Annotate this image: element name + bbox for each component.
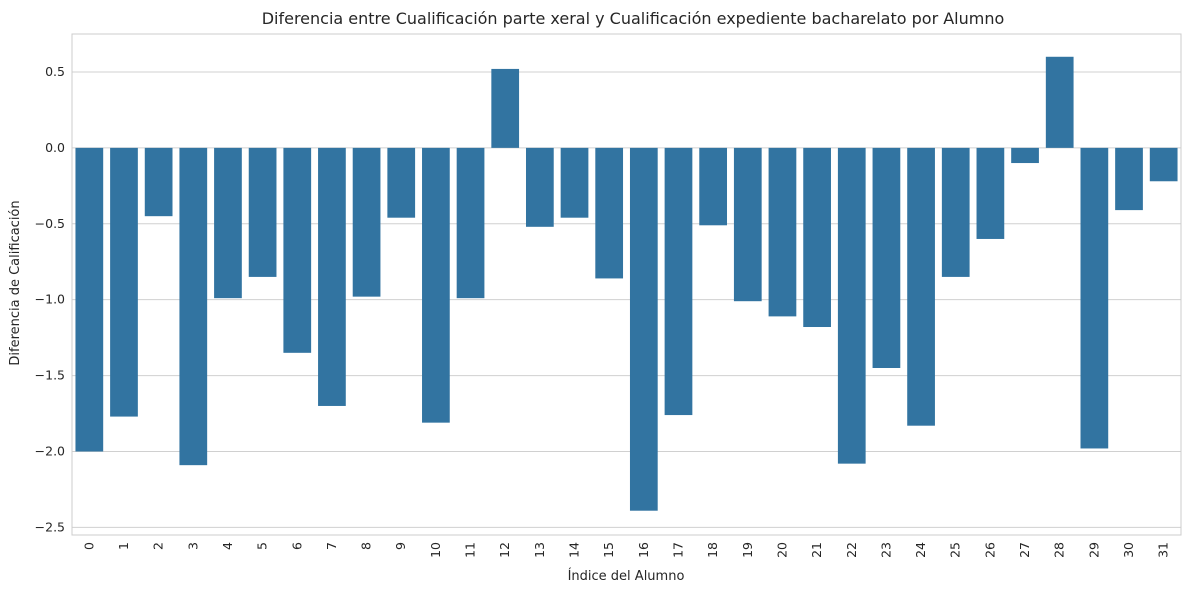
x-tick-label: 4 <box>220 542 235 550</box>
y-tick-label: 0.5 <box>45 64 65 79</box>
x-tick-label: 0 <box>81 542 96 550</box>
x-tick-label: 14 <box>567 542 582 558</box>
y-tick-label: −0.5 <box>35 216 65 231</box>
x-tick-label: 27 <box>1017 542 1032 558</box>
bars <box>75 56 1178 511</box>
bar <box>422 147 450 423</box>
y-tick-label: −2.0 <box>35 444 65 459</box>
x-tick-label: 1 <box>116 542 131 550</box>
x-tick-label: 12 <box>497 542 512 558</box>
bar <box>387 147 416 218</box>
bar <box>75 147 104 452</box>
chart-title: Diferencia entre Cualificación parte xer… <box>262 9 1005 28</box>
bar <box>941 147 970 277</box>
y-axis-label: Diferencia de Calificación <box>8 200 23 365</box>
bar <box>629 147 658 511</box>
bar <box>491 68 520 148</box>
bar <box>1149 147 1178 182</box>
x-tick-label: 24 <box>913 542 928 558</box>
x-tick-label: 8 <box>359 542 374 550</box>
x-tick-label: 19 <box>740 542 755 558</box>
bar <box>733 147 762 302</box>
x-tick-label: 30 <box>1121 542 1136 558</box>
bar <box>456 147 485 299</box>
bar <box>560 147 589 218</box>
bar <box>525 147 554 227</box>
bar <box>144 147 173 217</box>
bar <box>1080 147 1109 449</box>
bar <box>907 147 935 426</box>
bar <box>837 147 866 464</box>
bar <box>110 147 138 417</box>
bar <box>179 147 208 466</box>
bar <box>803 147 831 328</box>
gridlines <box>72 71 1181 528</box>
bar <box>1045 56 1074 148</box>
x-tick-label: 21 <box>809 542 824 558</box>
x-tick-label: 7 <box>324 542 339 550</box>
bar <box>248 147 277 277</box>
y-tick-label: −2.5 <box>35 519 65 534</box>
bar <box>595 147 624 279</box>
bar <box>872 147 901 368</box>
x-tick-labels: 0 1 2 3 4 5 6 7 8 9 10 11 12 13 14 15 16 17 18 19 20 21 22 23 24… <box>81 542 1170 558</box>
x-tick-label: 26 <box>982 542 997 558</box>
x-tick-label: 28 <box>1052 542 1067 558</box>
y-tick-labels: 0.5 0.0 −0.5 −1.0 −1.5 −2.0 −2.5 <box>35 64 65 534</box>
x-tick-label: 15 <box>601 542 616 558</box>
x-tick-label: 2 <box>151 542 166 550</box>
x-tick-label: 31 <box>1156 542 1171 558</box>
x-tick-label: 11 <box>463 542 478 558</box>
bar <box>768 147 797 317</box>
bar <box>1011 147 1039 164</box>
x-tick-label: 16 <box>636 542 651 558</box>
y-tick-label: 0.0 <box>45 140 65 155</box>
x-tick-label: 23 <box>878 542 893 558</box>
bar <box>664 147 693 416</box>
x-tick-label: 18 <box>705 542 720 558</box>
bar <box>283 147 312 353</box>
x-tick-label: 17 <box>670 542 685 558</box>
x-tick-label: 6 <box>289 542 304 550</box>
x-tick-label: 22 <box>844 542 859 558</box>
x-tick-label: 9 <box>393 542 408 550</box>
bar <box>352 147 381 297</box>
x-tick-label: 3 <box>185 542 200 550</box>
bar <box>214 147 242 299</box>
x-tick-label: 20 <box>774 542 789 558</box>
bar <box>699 147 728 226</box>
bar <box>318 147 346 406</box>
plot-area <box>71 33 1182 536</box>
x-tick-label: 25 <box>948 542 963 558</box>
y-tick-label: −1.5 <box>35 368 65 383</box>
y-tick-label: −1.0 <box>35 292 65 307</box>
bar <box>1115 147 1143 211</box>
x-axis-label: Índice del Alumno <box>568 568 685 584</box>
x-tick-label: 29 <box>1086 542 1101 558</box>
x-tick-label: 10 <box>428 542 443 558</box>
x-tick-label: 13 <box>532 542 547 558</box>
x-tick-label: 5 <box>255 542 270 550</box>
bar <box>976 147 1005 239</box>
